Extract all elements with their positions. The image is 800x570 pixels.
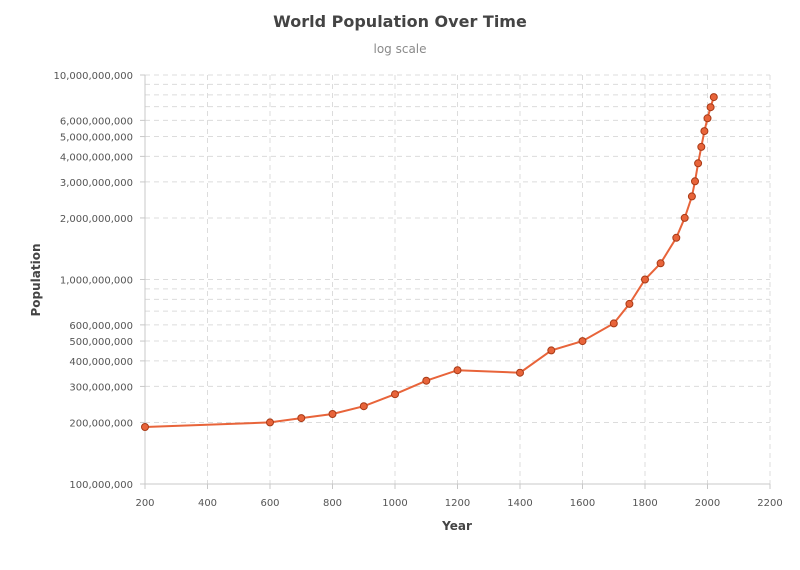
y-tick-label: 1,000,000,000 [60, 276, 133, 287]
x-tick-label: 400 [198, 498, 217, 509]
x-axis-title: Year [441, 519, 472, 533]
data-point[interactable] [691, 177, 699, 186]
x-tick-label: 1400 [507, 498, 532, 509]
data-point[interactable] [641, 275, 649, 284]
y-tick-label: 200,000,000 [69, 418, 133, 429]
data-point[interactable] [687, 192, 696, 201]
y-tick-label: 5,000,000,000 [60, 133, 133, 144]
chart-subtitle: log scale [373, 42, 426, 56]
data-point[interactable] [516, 368, 524, 377]
y-tick-label: 2,000,000,000 [60, 214, 133, 225]
data-point[interactable] [694, 159, 703, 168]
data-point[interactable] [391, 390, 399, 399]
data-point[interactable] [578, 337, 587, 346]
x-tick-label: 2200 [757, 498, 782, 509]
axis-layer: 100,000,000 200,000,000 300,000,000 400,000… [53, 71, 782, 509]
x-tick-label: 1000 [382, 498, 407, 509]
data-point[interactable] [706, 103, 715, 112]
chart-title: World Population Over Time [273, 12, 527, 31]
x-tick-label: 2000 [695, 498, 720, 509]
y-tick-label: 4,000,000,000 [60, 152, 133, 163]
data-point[interactable] [422, 376, 431, 385]
data-point[interactable] [680, 213, 689, 222]
series-layer [141, 93, 718, 431]
data-point[interactable] [609, 319, 618, 328]
y-axis-title: Population [29, 243, 43, 316]
x-tick-label: 1200 [445, 498, 470, 509]
x-tick-label: 1800 [632, 498, 657, 509]
y-tick-label: 300,000,000 [69, 382, 133, 393]
y-tick-label: 3,000,000,000 [60, 178, 133, 189]
data-point[interactable] [700, 127, 709, 136]
y-tick-label: 600,000,000 [69, 321, 133, 332]
data-point[interactable] [625, 299, 634, 308]
data-point[interactable] [547, 346, 556, 355]
data-point[interactable] [297, 414, 306, 423]
data-point[interactable] [697, 142, 706, 151]
data-point[interactable] [453, 366, 462, 375]
data-point[interactable] [709, 93, 718, 102]
series-line [144, 96, 715, 428]
x-tick-label: 200 [135, 498, 154, 509]
y-tick-label: 400,000,000 [69, 357, 133, 368]
data-point[interactable] [656, 259, 665, 268]
y-tick-label: 10,000,000,000 [53, 71, 133, 82]
data-point[interactable] [328, 410, 337, 418]
y-tick-label: 500,000,000 [69, 337, 133, 348]
x-tick-label: 800 [323, 498, 342, 509]
x-tick-label: 1600 [570, 498, 595, 509]
data-point[interactable] [266, 418, 274, 427]
x-tick-label: 600 [260, 498, 279, 509]
data-point[interactable] [672, 233, 681, 242]
data-point[interactable] [359, 402, 368, 411]
data-point[interactable] [141, 423, 149, 431]
data-point[interactable] [703, 114, 712, 123]
y-tick-label: 6,000,000,000 [60, 116, 133, 127]
y-tick-label: 100,000,000 [69, 480, 133, 491]
